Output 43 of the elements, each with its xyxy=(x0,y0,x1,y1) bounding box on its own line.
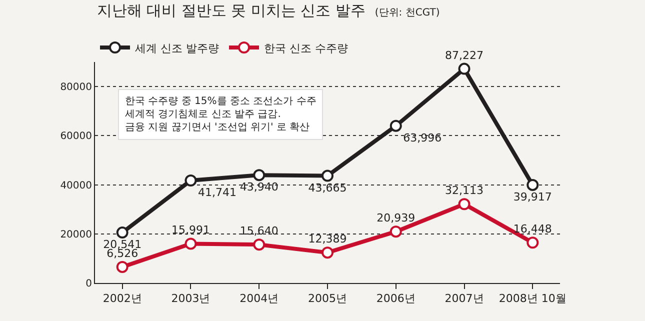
point xyxy=(322,246,334,259)
point xyxy=(253,169,266,182)
data-label: 12,389 xyxy=(308,232,347,246)
point xyxy=(526,236,539,249)
point xyxy=(116,226,128,239)
y-tick-label: 0 xyxy=(86,278,92,290)
point xyxy=(390,226,402,238)
data-label: 15,991 xyxy=(171,224,210,237)
x-tick-label: 2002년 xyxy=(102,292,142,306)
point xyxy=(526,178,539,191)
y-tick-label: 80000 xyxy=(60,82,92,94)
data-label: 16,448 xyxy=(513,222,552,236)
data-label: 43,665 xyxy=(308,181,347,194)
y-tick-label: 40000 xyxy=(60,180,92,192)
data-label: 20,939 xyxy=(376,212,416,225)
point xyxy=(458,62,470,75)
x-tick-label: 2007년 xyxy=(444,292,484,306)
x-tick-label: 2004년 xyxy=(240,292,279,306)
point xyxy=(184,238,197,250)
x-tick-label: 2006년 xyxy=(376,292,416,306)
chart-title: 지난해 대비 절반도 못 미치는 신조 발주 xyxy=(96,1,366,20)
chart-subtitle: (단위: 천CGT) xyxy=(374,7,440,18)
point xyxy=(253,238,266,251)
x-tick-label: 2008년 10월 xyxy=(498,292,566,306)
point xyxy=(390,120,402,132)
data-label: 32,113 xyxy=(445,184,484,198)
data-label: 63,996 xyxy=(403,131,442,144)
point xyxy=(458,198,470,210)
annotation: 한국 수주량 중 15%를 중소 조선소가 수주 세계적 경기침체로 신조 발주 급감. 금융 지원 끊기면서 '조선업 위기' 로 확산 xyxy=(125,96,316,133)
data-label: 43,940 xyxy=(240,180,278,194)
point xyxy=(116,260,128,273)
x-tick-label: 2005년 xyxy=(308,292,347,306)
data-label: 41,741 xyxy=(198,186,236,199)
data-label: 39,917 xyxy=(513,190,552,204)
data-label: 15,640 xyxy=(240,224,278,238)
y-tick-label: 60000 xyxy=(60,131,92,142)
x-tick-label: 2003년 xyxy=(171,292,210,306)
point xyxy=(322,170,334,182)
y-tick-label: 20000 xyxy=(60,229,92,240)
point xyxy=(184,174,197,186)
legend-label: 세계 신조 발주량 xyxy=(135,42,219,55)
legend-label: 한국 신조 수주량 xyxy=(264,42,348,55)
data-label: 87,227 xyxy=(445,48,484,62)
